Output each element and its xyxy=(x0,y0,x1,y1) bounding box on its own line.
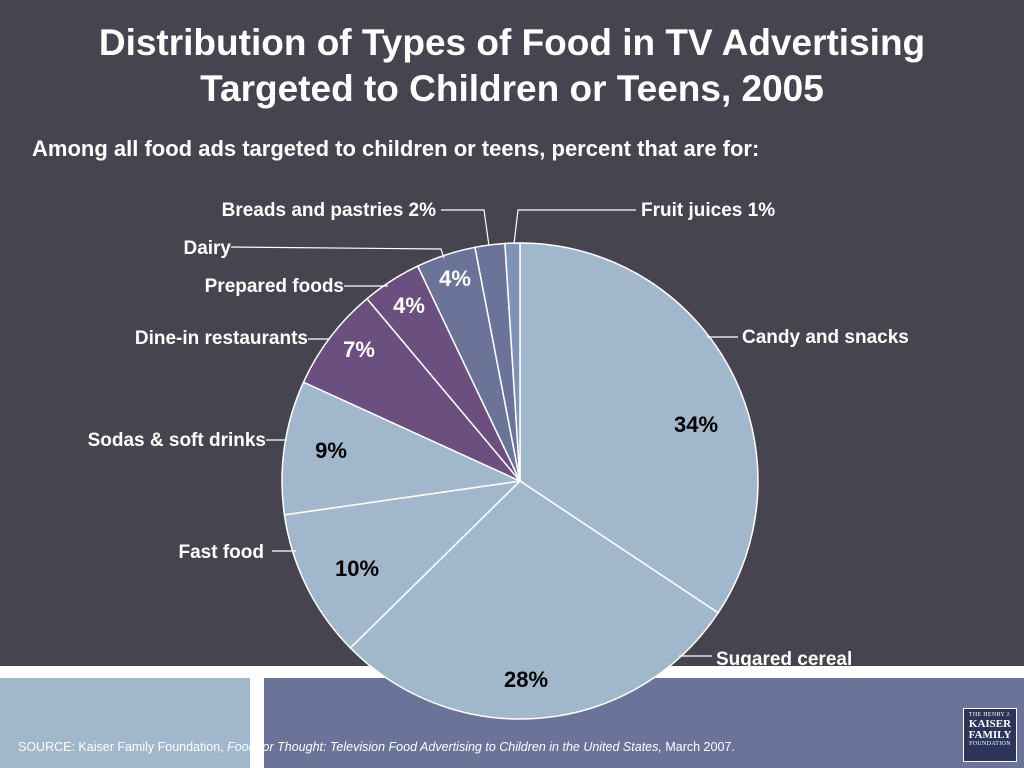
category-label-2: Sugared cereal xyxy=(716,649,852,670)
category-label-6: Prepared foods xyxy=(205,276,344,297)
source-prefix: SOURCE: Kaiser Family Foundation, xyxy=(18,740,228,754)
footer-band-left xyxy=(0,678,250,768)
logo-line-2: KAISER xyxy=(968,718,1012,730)
kff-logo: THE HENRY J. KAISER FAMILY FOUNDATION xyxy=(963,708,1017,762)
percent-label-2: 28% xyxy=(504,667,548,692)
footer-band-right xyxy=(264,678,1024,768)
category-label-8: Breads and pastries 2% xyxy=(222,200,436,221)
chart-title: Distribution of Types of Food in TV Adve… xyxy=(0,20,1024,112)
category-label-5: Dine-in restaurants xyxy=(135,328,308,349)
pie-slice-5 xyxy=(302,297,521,482)
category-label-4: Sodas & soft drinks xyxy=(88,430,266,451)
logo-line-4: FOUNDATION xyxy=(969,741,1011,747)
logo-line-3: FAMILY xyxy=(968,729,1012,741)
source-suffix: March 2007. xyxy=(661,740,735,754)
leader-line-8 xyxy=(441,209,490,247)
source-note: SOURCE: Kaiser Family Foundation, Food f… xyxy=(18,740,735,754)
percent-label-3: 10% xyxy=(335,556,379,581)
percent-label-4: 9% xyxy=(315,438,347,463)
chart-subtitle: Among all food ads targeted to children … xyxy=(32,136,760,161)
title-line-2: Targeted to Children or Teens, 2005 xyxy=(200,68,824,109)
category-label-3: Fast food xyxy=(179,542,265,563)
pie-slice-3 xyxy=(283,479,523,650)
source-title: Food for Thought: Television Food Advert… xyxy=(227,740,662,754)
leader-line-7 xyxy=(230,246,445,259)
pie-slice-2 xyxy=(349,480,720,720)
category-label-1: Candy and snacks xyxy=(742,327,909,348)
pie-slice-9 xyxy=(504,242,521,482)
leader-line-9 xyxy=(513,209,636,245)
percent-label-6: 4% xyxy=(393,293,425,318)
title-line-1: Distribution of Types of Food in TV Adve… xyxy=(98,22,926,63)
percent-label-1: 34% xyxy=(674,412,718,437)
pie-slice-4 xyxy=(281,381,523,516)
percent-label-5: 7% xyxy=(343,337,375,362)
logo-line-1: THE HENRY J. xyxy=(968,712,1012,718)
percent-label-7: 4% xyxy=(439,266,471,291)
category-label-7: Dairy xyxy=(183,238,231,259)
category-label-9: Fruit juices 1% xyxy=(641,200,775,221)
